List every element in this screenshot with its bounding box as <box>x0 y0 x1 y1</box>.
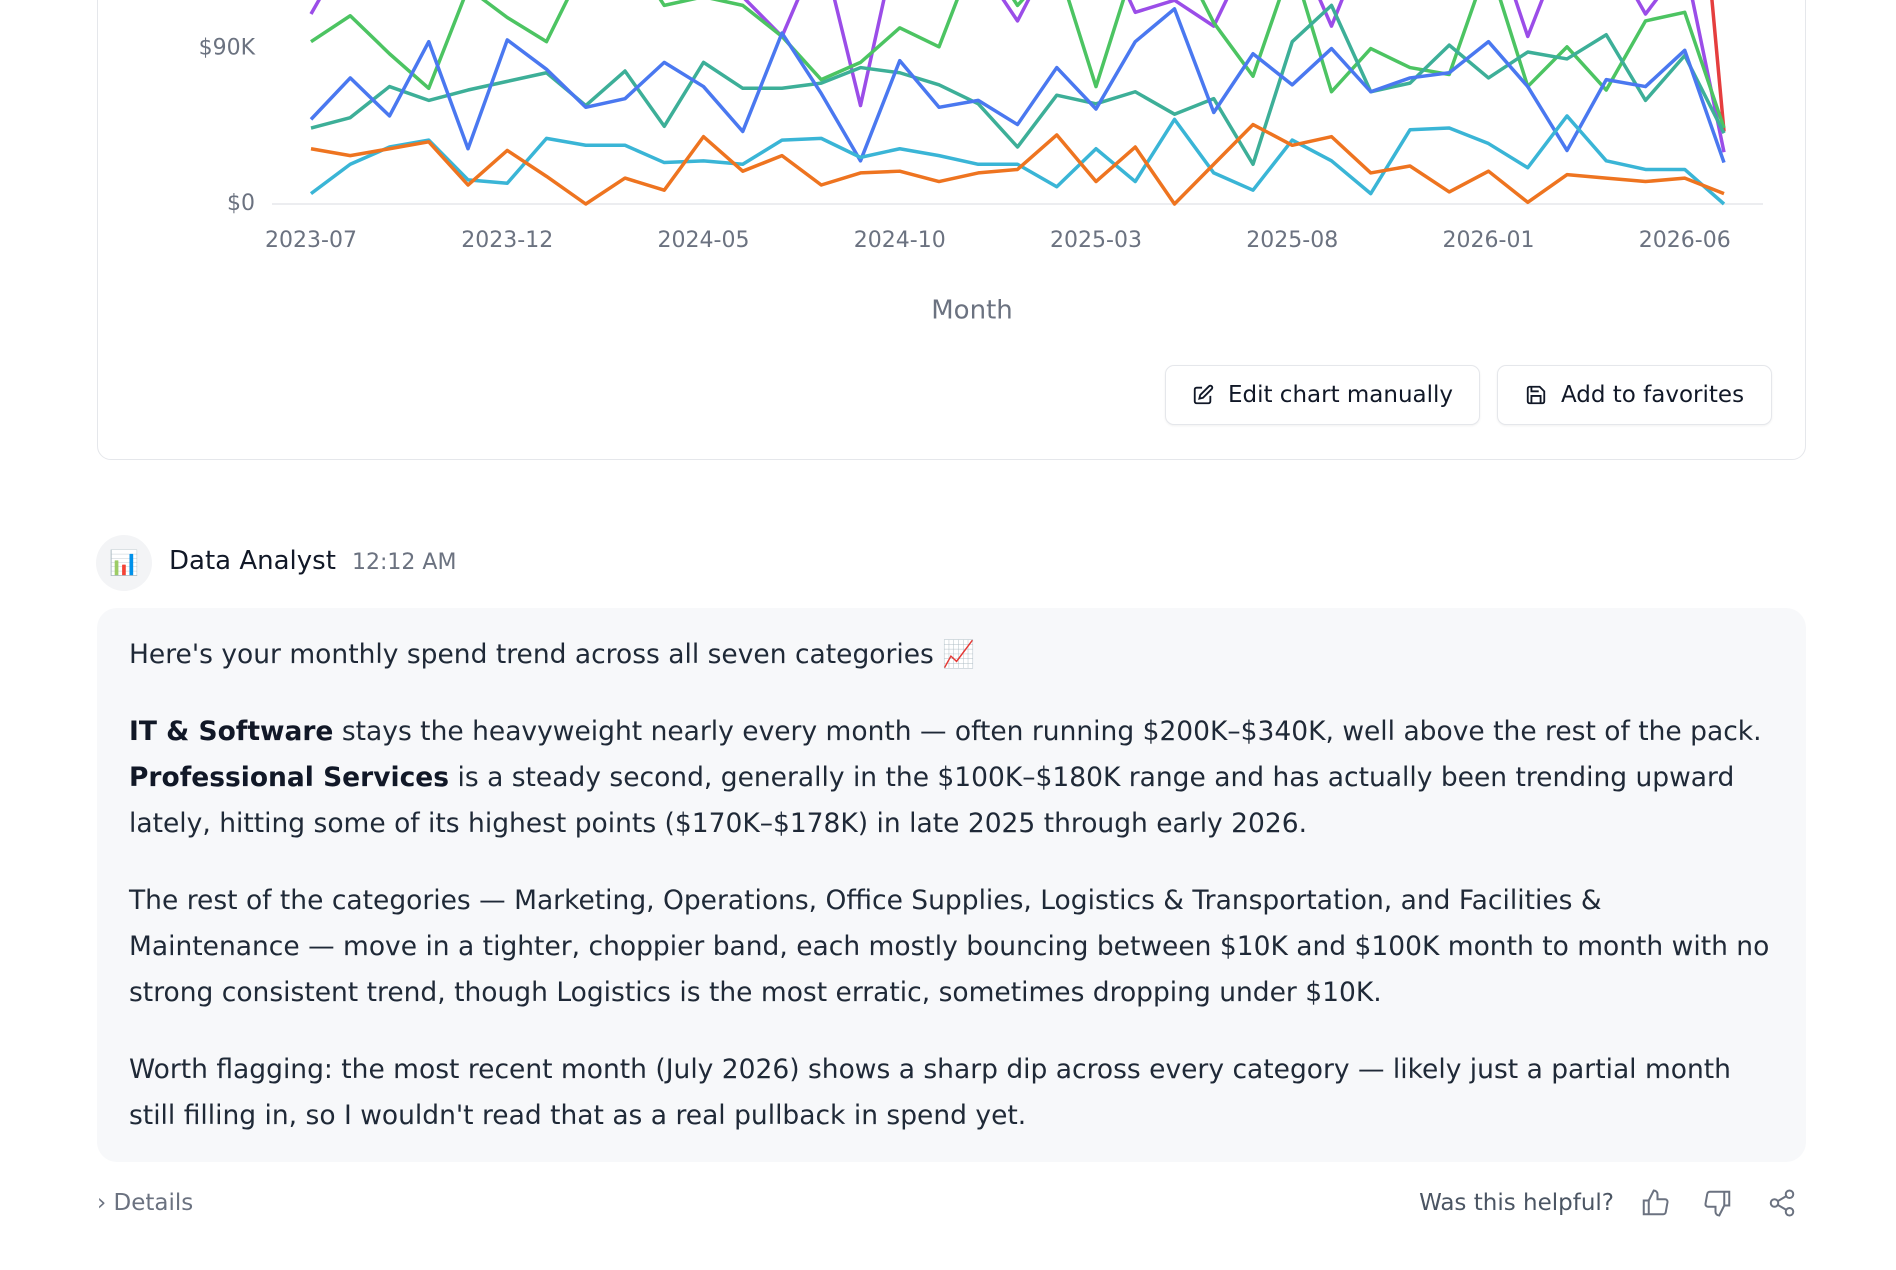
helpful-prompt: Was this helpful? <box>1419 1190 1614 1216</box>
x-tick-label: 2023-07 <box>265 228 357 253</box>
y-tick-label: $90K <box>199 36 256 61</box>
chart-card <box>97 0 1806 460</box>
share[interactable] <box>1767 1187 1797 1219</box>
timestamp: 12:12 AM <box>352 550 457 575</box>
favorite-button[interactable]: Add to favorites <box>1497 365 1772 425</box>
series-line <box>309 0 1726 153</box>
y-tick-label: $0 <box>227 191 255 216</box>
text: is a steady second, generally in the $10… <box>129 762 1735 839</box>
thumbs-down[interactable] <box>1703 1187 1733 1219</box>
chart: $0 $90K 2023-07 2023-12 2024-05 2024-10 2025-0… <box>199 0 1763 326</box>
bold-text: IT & Software <box>129 716 334 747</box>
details-toggle[interactable]: › Details <box>97 1190 194 1216</box>
x-tick-label: 2025-03 <box>1050 228 1142 253</box>
edit-chart-button[interactable]: Edit chart manually <box>1165 365 1480 425</box>
text: Here's your monthly spend trend across a… <box>129 639 976 670</box>
series-line <box>309 114 1726 206</box>
x-tick-label: 2026-01 <box>1443 228 1535 253</box>
x-tick-label: 2023-12 <box>461 228 553 253</box>
text: Worth flagging: the most recent month (J… <box>129 1054 1731 1131</box>
message-bubble: Here's your monthly spend trend across a… <box>97 608 1806 1162</box>
avatar: 📊 <box>96 535 152 591</box>
paragraph: Here's your monthly spend trend across a… <box>129 632 1774 678</box>
thumbs-up[interactable] <box>1640 1187 1670 1219</box>
series-line <box>310 0 1726 129</box>
bold-text: Professional Services <box>129 762 450 793</box>
text: The rest of the categories — Marketing, … <box>129 885 1770 1008</box>
series-line <box>310 3 1726 167</box>
text: stays the heavyweight nearly every month… <box>333 716 1762 747</box>
x-tick-label: 2026-06 <box>1639 228 1731 253</box>
edit-icon <box>1193 384 1214 405</box>
favorite-label: Add to favorites <box>1560 382 1745 408</box>
save-icon <box>1526 385 1546 405</box>
paragraph: IT & Software stays the heavyweight near… <box>129 709 1774 847</box>
paragraph: Worth flagging: the most recent month (J… <box>129 1047 1774 1139</box>
author: Data Analyst <box>169 546 336 576</box>
x-axis-label: Month <box>931 296 1013 326</box>
series-line <box>309 7 1726 164</box>
x-tick-label: 2024-10 <box>854 228 946 253</box>
x-tick-label: 2024-05 <box>658 228 750 253</box>
x-tick-label: 2025-08 <box>1246 228 1338 253</box>
paragraph: The rest of the categories — Marketing, … <box>129 878 1774 1016</box>
edit-label: Edit chart manually <box>1227 382 1454 408</box>
series-line <box>310 122 1725 206</box>
